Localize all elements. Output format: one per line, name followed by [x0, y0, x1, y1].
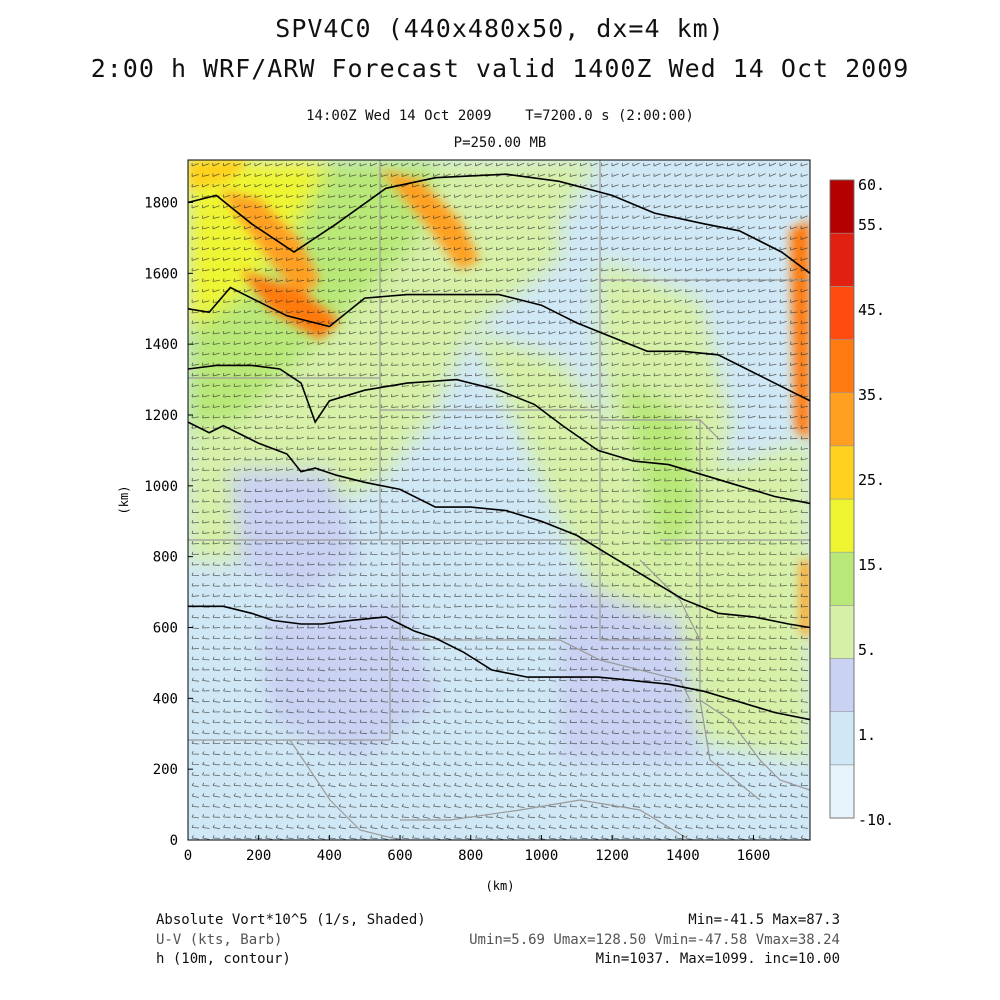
colorbar-label-2: 45. [858, 301, 885, 319]
y-tick-label-1: 200 [153, 762, 178, 778]
y-tick-label-0: 0 [170, 833, 178, 849]
plot-frame [187, 159, 811, 841]
height-contour-1080 [188, 286, 810, 402]
valid-time: 14:00Z Wed 14 Oct 2009 [306, 108, 492, 124]
x-axis: 0 200 400 600 800 1000 1200 1400 1600 [184, 835, 771, 864]
colorbar-swatch-11 [829, 179, 855, 234]
colorbar-frame [829, 179, 855, 819]
y-tick-label-9: 1800 [144, 196, 178, 212]
x-tick-label-4: 800 [458, 848, 483, 864]
colorbar-swatch-2 [829, 658, 855, 712]
colorbar-label-1: 55. [858, 216, 885, 234]
height-contour-1060 [188, 421, 810, 629]
height-contours [188, 173, 810, 721]
colorbar-legend: 60. 55. 45. 35. 25. 15. 5. 1. -10. [829, 176, 894, 829]
height-contour-1070 [188, 364, 810, 505]
x-tick-label-8: 1600 [737, 848, 771, 864]
x-tick-label-5: 1000 [525, 848, 559, 864]
colorbar-label-0: 60. [858, 176, 885, 194]
height-contour-1090 [188, 173, 810, 274]
colorbar-label-6: 5. [858, 641, 876, 659]
forecast-subtitle: 2:00 h WRF/ARW Forecast valid 1400Z Wed … [90, 54, 910, 83]
pressure-level: P=250.00 MB [453, 135, 547, 151]
footer-field1-stats: Min=-41.5 Max=87.3 [688, 912, 840, 928]
colorbar-swatch-7 [829, 392, 855, 447]
colorbar-swatch-10 [829, 232, 855, 287]
x-tick-label-6: 1200 [595, 848, 629, 864]
wind-barbs [191, 162, 809, 840]
footer-field2-name: U-V (kts, Barb) [156, 932, 283, 948]
x-tick-label-2: 400 [317, 848, 342, 864]
colorbar-swatch-6 [829, 445, 855, 500]
x-tick-label-7: 1400 [666, 848, 700, 864]
colorbar-label-3: 35. [858, 386, 885, 404]
wind-barbs-layer [191, 162, 809, 840]
y-tick-label-4: 800 [153, 550, 178, 566]
colorbar-label-8: -10. [858, 811, 894, 829]
footer-field3-name: h (10m, contour) [156, 951, 291, 967]
y-tick-label-6: 1200 [144, 408, 178, 424]
colorbar-swatch-5 [829, 498, 855, 553]
time-step: T=7200.0 s (2:00:00) [525, 108, 694, 124]
y-tick-label-3: 600 [153, 621, 178, 637]
colorbar-label-5: 15. [858, 556, 885, 574]
state-boundaries [188, 160, 810, 840]
x-tick-label-3: 600 [387, 848, 412, 864]
x-axis-label: (km) [486, 879, 515, 893]
footer-field3-stats: Min=1037. Max=1099. inc=10.00 [595, 951, 840, 967]
colorbar-label-4: 25. [858, 471, 885, 489]
colorbar-swatch-3 [829, 605, 855, 659]
y-tick-label-2: 400 [153, 691, 178, 707]
y-tick-label-5: 1000 [144, 479, 178, 495]
y-axis-label: (km) [117, 486, 131, 515]
footer-field1-name: Absolute Vort*10^5 (1/s, Shaded) [156, 912, 426, 928]
vorticity-shading [188, 160, 810, 840]
y-tick-label-8: 1600 [144, 266, 178, 282]
colorbar-swatch-8 [829, 339, 855, 393]
x-tick-label-0: 0 [184, 848, 192, 864]
y-axis: 0 200 400 600 800 1000 1200 1400 1600 1800 [144, 196, 193, 849]
height-contour-1050 [188, 605, 810, 721]
x-tick-label-1: 200 [246, 848, 271, 864]
colorbar-swatch-0 [829, 764, 855, 819]
footer-field2-stats: Umin=5.69 Umax=128.50 Vmin=-47.58 Vmax=3… [469, 932, 840, 948]
plot-title: SPV4C0 (440x480x50, dx=4 km) [275, 14, 725, 43]
colorbar-swatch-1 [829, 711, 855, 766]
colorbar-label-7: 1. [858, 726, 876, 744]
colorbar-swatch-9 [829, 286, 855, 340]
y-tick-label-7: 1400 [144, 337, 178, 353]
colorbar-swatch-4 [829, 551, 855, 606]
valid-time-label: 14:00Z Wed 14 Oct 2009 T=7200.0 s (2:00:… [0, 108, 1000, 124]
